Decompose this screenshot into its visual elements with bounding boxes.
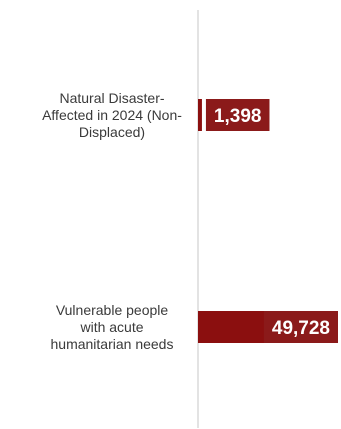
category-label-line: with acute [79,319,143,335]
bar [198,99,202,131]
bars-layer: Natural Disaster-Affected in 2024 (Non-D… [42,90,338,352]
category-label-line: Vulnerable people [56,302,169,318]
category-label-line: Natural Disaster- [59,90,164,106]
category-label-line: Affected in 2024 (Non- [42,107,182,123]
value-label: 49,728 [272,318,330,339]
value-label-background [263,311,338,343]
category-label: Natural Disaster-Affected in 2024 (Non-D… [42,90,182,140]
category-label: Vulnerable people with acute humanitarian … [51,302,174,352]
bar-group: Vulnerable people with acute humanitarian … [51,302,338,352]
value-label-background [205,99,270,131]
category-label-line: humanitarian needs [51,336,174,352]
value-label: 1,398 [214,106,262,127]
category-label-line: Displaced) [79,124,145,140]
bar-group: Natural Disaster-Affected in 2024 (Non-D… [42,90,270,140]
